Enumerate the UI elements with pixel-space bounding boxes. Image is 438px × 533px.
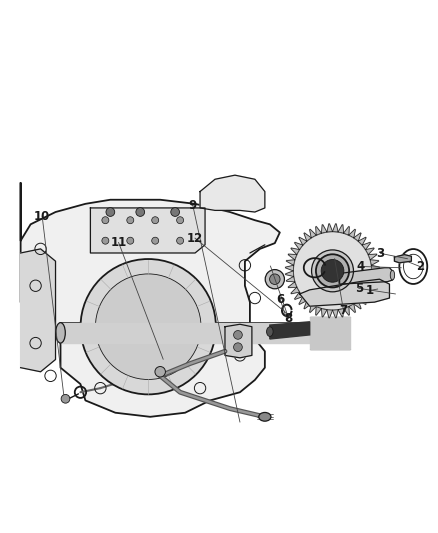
Text: 12: 12 xyxy=(187,232,203,245)
Ellipse shape xyxy=(56,322,65,343)
Polygon shape xyxy=(225,324,252,358)
Circle shape xyxy=(81,259,216,394)
Polygon shape xyxy=(338,309,343,317)
Circle shape xyxy=(152,217,159,224)
Circle shape xyxy=(61,394,70,403)
Polygon shape xyxy=(362,292,371,300)
Polygon shape xyxy=(349,304,355,312)
Polygon shape xyxy=(304,233,311,241)
Circle shape xyxy=(106,208,115,216)
Polygon shape xyxy=(370,277,379,282)
Polygon shape xyxy=(343,306,350,315)
Text: 6: 6 xyxy=(276,293,284,306)
Polygon shape xyxy=(371,265,380,271)
Polygon shape xyxy=(310,229,316,238)
Polygon shape xyxy=(316,306,321,315)
Text: 11: 11 xyxy=(110,236,127,249)
Polygon shape xyxy=(354,233,361,241)
Circle shape xyxy=(95,274,201,379)
Polygon shape xyxy=(368,254,377,260)
Circle shape xyxy=(177,237,184,244)
Polygon shape xyxy=(90,208,205,253)
Text: 5: 5 xyxy=(355,282,363,295)
Circle shape xyxy=(155,367,166,377)
Polygon shape xyxy=(362,243,371,249)
Polygon shape xyxy=(295,292,303,300)
Polygon shape xyxy=(288,254,297,260)
Polygon shape xyxy=(291,287,300,294)
Polygon shape xyxy=(310,304,316,312)
Polygon shape xyxy=(395,255,411,263)
Polygon shape xyxy=(21,249,56,372)
Text: 10: 10 xyxy=(34,210,50,223)
Polygon shape xyxy=(295,243,303,249)
Circle shape xyxy=(171,208,180,216)
Polygon shape xyxy=(321,225,327,233)
Polygon shape xyxy=(332,310,338,318)
Polygon shape xyxy=(366,248,374,255)
Polygon shape xyxy=(327,224,332,232)
Circle shape xyxy=(293,231,372,310)
Polygon shape xyxy=(358,237,366,245)
Polygon shape xyxy=(316,227,321,235)
Polygon shape xyxy=(371,271,380,277)
Polygon shape xyxy=(286,271,293,277)
Circle shape xyxy=(152,237,159,244)
Circle shape xyxy=(102,217,109,224)
Polygon shape xyxy=(349,229,355,238)
Circle shape xyxy=(316,254,349,287)
Polygon shape xyxy=(270,322,310,339)
Polygon shape xyxy=(60,322,339,343)
Ellipse shape xyxy=(390,270,395,280)
Circle shape xyxy=(265,270,284,289)
Polygon shape xyxy=(358,296,366,304)
Text: 1: 1 xyxy=(366,284,374,297)
Circle shape xyxy=(177,217,184,224)
Polygon shape xyxy=(327,310,332,318)
Polygon shape xyxy=(21,183,280,417)
Circle shape xyxy=(269,274,280,285)
Circle shape xyxy=(233,343,242,352)
Polygon shape xyxy=(299,237,307,245)
Ellipse shape xyxy=(259,413,271,421)
Text: 4: 4 xyxy=(357,260,365,273)
Polygon shape xyxy=(332,224,338,232)
Circle shape xyxy=(233,330,242,340)
Polygon shape xyxy=(286,277,295,282)
Polygon shape xyxy=(286,260,295,265)
Polygon shape xyxy=(354,301,361,309)
Polygon shape xyxy=(338,225,343,233)
Polygon shape xyxy=(304,301,311,309)
Circle shape xyxy=(127,237,134,244)
Text: 7: 7 xyxy=(339,304,347,317)
Circle shape xyxy=(136,208,145,216)
Polygon shape xyxy=(366,287,374,294)
Circle shape xyxy=(102,237,109,244)
Text: 3: 3 xyxy=(377,247,385,260)
Polygon shape xyxy=(291,248,300,255)
Circle shape xyxy=(127,217,134,224)
Circle shape xyxy=(311,250,353,292)
Polygon shape xyxy=(288,282,297,288)
Polygon shape xyxy=(300,279,389,306)
Polygon shape xyxy=(321,309,327,317)
Text: 9: 9 xyxy=(189,199,197,212)
Polygon shape xyxy=(370,260,379,265)
Polygon shape xyxy=(286,265,293,271)
Polygon shape xyxy=(343,227,350,235)
Ellipse shape xyxy=(267,327,273,336)
Polygon shape xyxy=(310,317,350,349)
Polygon shape xyxy=(339,268,392,284)
Polygon shape xyxy=(200,175,265,212)
Text: 2: 2 xyxy=(416,260,424,273)
Text: 8: 8 xyxy=(285,312,293,325)
Polygon shape xyxy=(368,282,377,288)
Polygon shape xyxy=(299,296,307,304)
Circle shape xyxy=(321,260,344,282)
